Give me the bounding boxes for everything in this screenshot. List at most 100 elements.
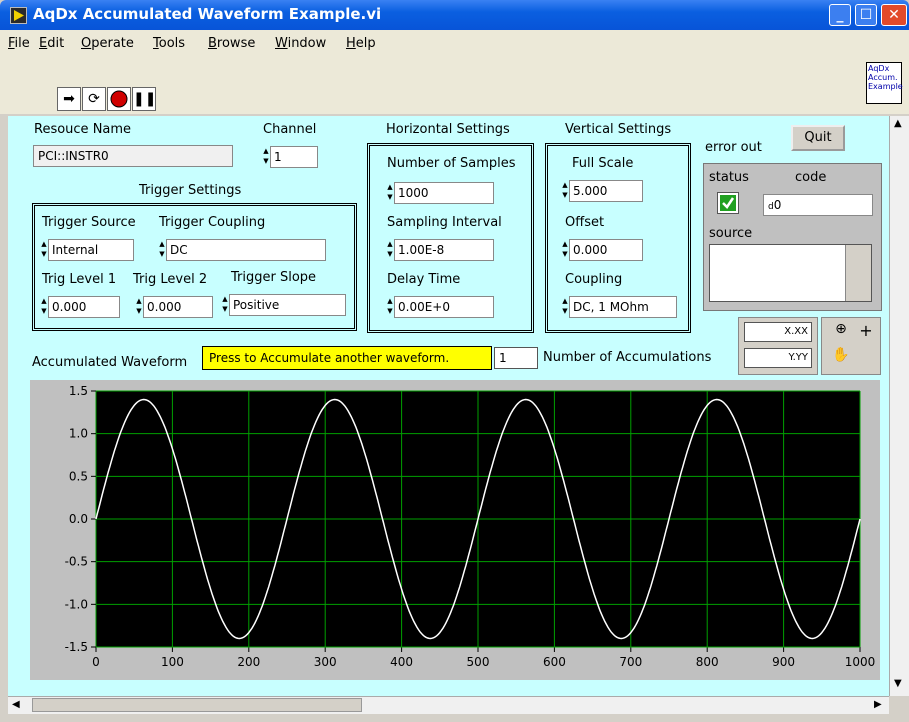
delay-time-field[interactable]: 0.00E+0 — [394, 296, 494, 318]
scroll-left-arrow-icon[interactable]: ◀ — [12, 699, 20, 710]
x-tick-label: 100 — [161, 655, 184, 669]
trigger-source-label: Trigger Source — [42, 215, 136, 230]
trigger-source-field[interactable]: Internal — [48, 239, 134, 261]
x-tick-label: 0 — [92, 655, 100, 669]
trigger-settings-cluster — [32, 203, 357, 331]
y-tick-label: -1.5 — [65, 640, 88, 654]
menu-bar: File Edit Operate Tools Browse Window He… — [0, 30, 909, 56]
resource-name-label: Resouce Name — [34, 122, 132, 137]
full-scale-field[interactable]: 5.000 — [569, 180, 643, 202]
trigger-settings-label: Trigger Settings — [139, 183, 242, 198]
x-tick-label: 400 — [390, 655, 413, 669]
x-tick-label: 800 — [696, 655, 719, 669]
menu-edit[interactable]: Edit — [39, 36, 65, 51]
accumulations-label: Number of Accumulations — [543, 350, 712, 365]
delay-time-spinner-icon[interactable]: ▲ ▼ — [387, 297, 393, 315]
code-label: code — [795, 170, 827, 185]
x-tick-label: 600 — [543, 655, 566, 669]
num-samples-spinner-icon[interactable]: ▲ ▼ — [387, 183, 393, 201]
x-tick-label: 1000 — [845, 655, 876, 669]
horizontal-settings-label: Horizontal Settings — [386, 122, 510, 137]
close-button[interactable]: ✕ — [881, 4, 907, 26]
scroll-up-arrow-icon[interactable]: ▲ — [894, 118, 902, 129]
num-samples-field[interactable]: 1000 — [394, 182, 494, 204]
scroll-right-arrow-icon[interactable]: ▶ — [874, 699, 882, 710]
pan-hand-icon[interactable]: ✋ — [832, 347, 850, 363]
horizontal-scrollbar[interactable]: ◀ ▶ — [8, 696, 889, 714]
trig-level2-spinner-icon[interactable]: ▲ ▼ — [136, 297, 142, 315]
cursor-cross-icon[interactable]: + — [859, 321, 873, 340]
full-scale-label: Full Scale — [572, 156, 634, 171]
abort-icon[interactable] — [107, 87, 131, 111]
resource-name-field[interactable]: PCI::INSTR0 — [33, 145, 233, 167]
sampling-interval-field[interactable]: 1.00E-8 — [394, 239, 494, 261]
menu-file[interactable]: File — [8, 36, 30, 51]
status-check-icon — [717, 192, 739, 214]
status-label: status — [709, 170, 749, 185]
scroll-down-arrow-icon[interactable]: ▼ — [894, 678, 902, 689]
menu-help[interactable]: Help — [346, 36, 376, 51]
menu-window[interactable]: Window — [275, 36, 327, 51]
x-tick-label: 700 — [619, 655, 642, 669]
coupling-field[interactable]: DC, 1 MOhm — [569, 296, 677, 318]
run-continuously-icon[interactable]: ⟳ — [82, 87, 106, 111]
waveform-series-line — [95, 398, 861, 640]
minimize-button[interactable]: _ — [829, 4, 851, 26]
coupling-label: Coupling — [565, 272, 623, 287]
y-tick-label: 1.5 — [69, 384, 88, 398]
maximize-button[interactable]: ☐ — [855, 4, 877, 26]
menu-browse[interactable]: Browse — [208, 36, 256, 51]
num-samples-label: Number of Samples — [387, 156, 516, 171]
accumulate-button[interactable]: Press to Accumulate another waveform. — [202, 346, 492, 370]
vi-icon: AqDx Accum. Example — [866, 62, 903, 104]
channel-field[interactable]: 1 — [270, 146, 318, 168]
full-scale-spinner-icon[interactable]: ▲ ▼ — [562, 181, 568, 199]
x-tick-label: 900 — [772, 655, 795, 669]
offset-spinner-icon[interactable]: ▲ ▼ — [562, 240, 568, 258]
horizontal-scroll-thumb[interactable] — [32, 698, 362, 712]
trigger-coupling-ring-icon[interactable]: ▲ ▼ — [159, 240, 165, 258]
sampling-interval-spinner-icon[interactable]: ▲ ▼ — [387, 240, 393, 258]
pause-icon[interactable]: ❚❚ — [132, 87, 156, 111]
x-scale-format-button[interactable]: X.XX — [744, 322, 812, 342]
trigger-coupling-label: Trigger Coupling — [159, 215, 266, 230]
offset-label: Offset — [565, 215, 605, 230]
waveform-graph[interactable]: 0 100 200 300 400 500 600 700 800 900 1000 1.5 1.0 0.… — [30, 380, 880, 680]
vertical-settings-cluster — [545, 143, 691, 333]
quit-button[interactable]: Quit — [791, 125, 845, 151]
y-tick-label: 0.0 — [69, 512, 88, 526]
menu-tools[interactable]: Tools — [153, 36, 186, 51]
source-label: source — [709, 226, 753, 241]
error-out-label: error out — [705, 140, 762, 155]
trig-level2-field[interactable]: 0.000 — [143, 296, 213, 318]
coupling-ring-icon[interactable]: ▲ ▼ — [562, 297, 568, 315]
y-tick-label: 1.0 — [69, 427, 88, 441]
trigger-source-ring-icon[interactable]: ▲ ▼ — [41, 240, 47, 258]
trig-level1-spinner-icon[interactable]: ▲ ▼ — [41, 297, 47, 315]
code-field: d0 — [763, 194, 873, 216]
labview-run-icon — [10, 7, 27, 24]
trigger-slope-field[interactable]: Positive — [229, 294, 346, 316]
graph-label: Accumulated Waveform — [32, 355, 188, 370]
source-field[interactable] — [709, 244, 872, 302]
vertical-scrollbar[interactable]: ▲ ▼ — [889, 116, 909, 696]
trigger-coupling-field[interactable]: DC — [166, 239, 326, 261]
code-prefix: d — [768, 202, 774, 212]
channel-spinner-icon[interactable]: ▲ ▼ — [263, 147, 269, 165]
x-tick-label: 200 — [237, 655, 260, 669]
y-tick-label: -0.5 — [65, 555, 88, 569]
trig-level1-field[interactable]: 0.000 — [48, 296, 120, 318]
code-value: 0 — [773, 198, 782, 212]
trigger-slope-ring-icon[interactable]: ▲ ▼ — [222, 295, 228, 313]
vertical-settings-label: Vertical Settings — [565, 122, 672, 137]
run-arrow-icon[interactable]: ➡ — [57, 87, 81, 111]
x-tick-label: 300 — [314, 655, 337, 669]
zoom-icon[interactable]: ⊕ — [835, 321, 847, 337]
y-scale-format-button[interactable]: Y.YY — [744, 348, 812, 368]
title-bar[interactable]: AqDx Accumulated Waveform Example.vi _ ☐… — [0, 0, 909, 30]
trig-level1-label: Trig Level 1 — [42, 272, 117, 287]
source-scrollbar[interactable] — [845, 245, 871, 301]
menu-operate[interactable]: Operate — [81, 36, 134, 51]
y-tick-label: 0.5 — [69, 469, 88, 483]
offset-field[interactable]: 0.000 — [569, 239, 643, 261]
